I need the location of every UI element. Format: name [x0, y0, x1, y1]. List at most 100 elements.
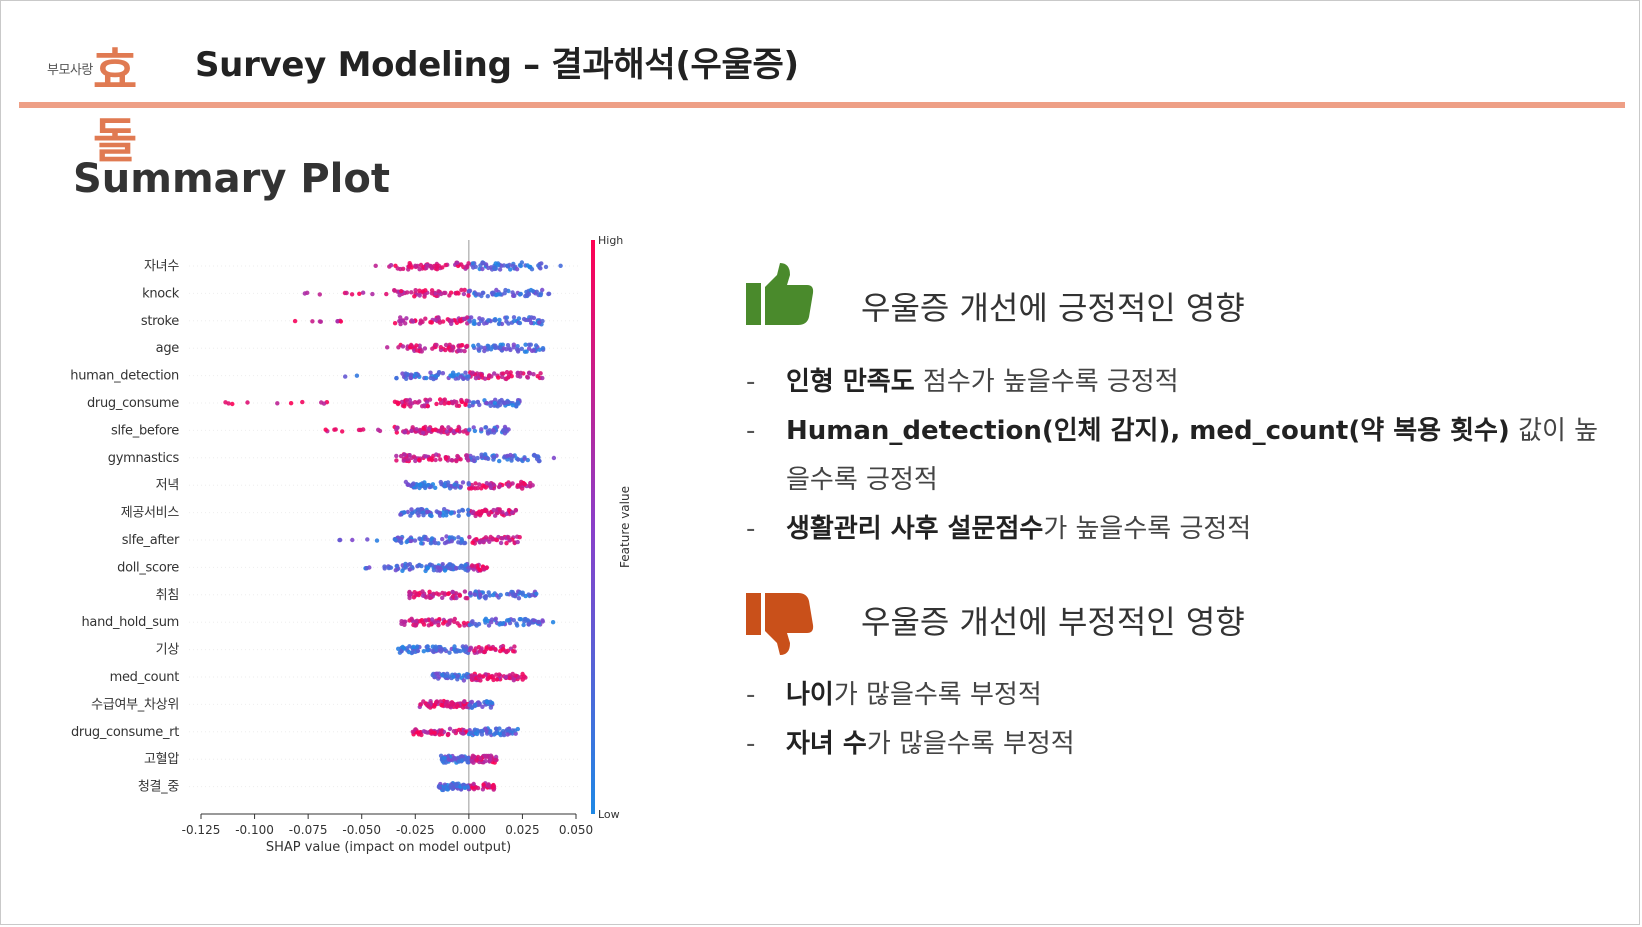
shap-point: [407, 644, 412, 649]
shap-point: [484, 400, 489, 406]
shap-point: [357, 291, 362, 296]
shap-point: [493, 261, 498, 266]
shap-point: [482, 345, 487, 351]
shap-point: [394, 458, 399, 463]
list-item: - 나이가 많을수록 부정적: [746, 671, 1606, 720]
shap-point: [487, 593, 493, 598]
shap-point: [432, 730, 437, 735]
shap-point: [496, 484, 502, 490]
shap-point: [343, 374, 348, 379]
shap-point: [448, 566, 454, 571]
shap-point: [422, 403, 427, 408]
feature-label: doll_score: [117, 560, 179, 575]
shap-point: [458, 457, 463, 462]
shap-point: [486, 456, 491, 461]
shap-point: [531, 372, 536, 377]
shap-point: [476, 702, 481, 707]
shap-point: [422, 536, 428, 542]
shap-point: [425, 403, 430, 409]
shap-point: [417, 343, 422, 348]
shap-point: [407, 589, 412, 595]
body-text: 가 높을수록 긍정적: [1043, 514, 1252, 544]
shap-point: [422, 346, 428, 351]
shap-point: [493, 726, 499, 731]
shap-point: [473, 621, 478, 627]
shap-point: [411, 595, 417, 600]
shap-point: [536, 620, 541, 625]
shap-point: [501, 732, 507, 738]
shap-point: [479, 486, 484, 491]
shap-point: [344, 290, 349, 296]
shap-point: [442, 756, 447, 761]
shap-point: [512, 644, 517, 649]
shap-point: [455, 260, 460, 265]
x-tick-label: -0.100: [235, 823, 274, 837]
shap-point: [478, 678, 483, 683]
shap-point: [467, 427, 472, 432]
shap-point: [483, 452, 488, 457]
shap-point: [434, 700, 439, 705]
x-tick-label: -0.025: [396, 823, 435, 837]
shap-point: [416, 457, 422, 463]
x-tick-label: 0.050: [559, 823, 593, 837]
shap-point: [493, 513, 498, 518]
x-tick-label: -0.075: [289, 823, 328, 837]
shap-point: [529, 267, 535, 272]
thumbs-down-icon: [746, 593, 814, 655]
shap-point: [471, 760, 476, 765]
brand-logo: 부모사랑 효돌: [45, 31, 165, 169]
shap-point: [413, 458, 418, 464]
shap-point: [358, 427, 363, 433]
shap-point: [497, 672, 502, 677]
shap-point: [509, 456, 514, 461]
shap-point: [506, 321, 511, 326]
shap-point: [432, 620, 438, 625]
colorbar: High Low Feature value: [591, 236, 632, 821]
x-tick-label: -0.050: [342, 823, 381, 837]
shap-point: [470, 675, 475, 680]
shap-point: [516, 596, 522, 601]
shap-point: [535, 374, 540, 379]
shap-point: [364, 566, 369, 571]
shap-point: [449, 318, 454, 323]
shap-point: [400, 371, 405, 376]
shap-point: [435, 565, 441, 570]
shap-point: [410, 425, 415, 430]
shap-point: [480, 266, 485, 272]
shap-point: [442, 401, 447, 406]
shap-point: [457, 565, 462, 570]
shap-point: [493, 343, 498, 348]
bullet-dash: -: [746, 680, 756, 710]
shap-point: [335, 319, 340, 324]
shap-point: [497, 458, 502, 464]
shap-point: [436, 289, 441, 294]
shap-point: [428, 375, 433, 381]
shap-point: [470, 261, 475, 266]
shap-point: [508, 370, 513, 375]
shap-point: [479, 452, 484, 457]
shap-point: [421, 649, 426, 654]
shap-point: [454, 591, 459, 596]
shap-point: [493, 537, 498, 542]
shap-point: [488, 753, 494, 758]
shap-point: [433, 291, 438, 296]
shap-point: [510, 290, 515, 295]
shap-point: [401, 458, 406, 463]
shap-point: [415, 730, 420, 735]
shap-point: [430, 428, 436, 433]
shap-point: [425, 730, 430, 735]
shap-point: [475, 729, 480, 734]
shap-point: [462, 348, 467, 354]
shap-point: [370, 291, 375, 297]
emphasis-text: 인형 만족도: [786, 367, 915, 397]
shap-point: [501, 346, 506, 351]
shap-point: [410, 650, 415, 655]
shap-point: [433, 485, 438, 490]
shap-point: [465, 596, 470, 601]
shap-point: [483, 758, 488, 764]
shap-point: [399, 289, 404, 294]
shap-point: [488, 347, 494, 352]
shap-point: [476, 292, 482, 297]
shap-point: [531, 315, 537, 321]
shap-point: [526, 622, 531, 627]
